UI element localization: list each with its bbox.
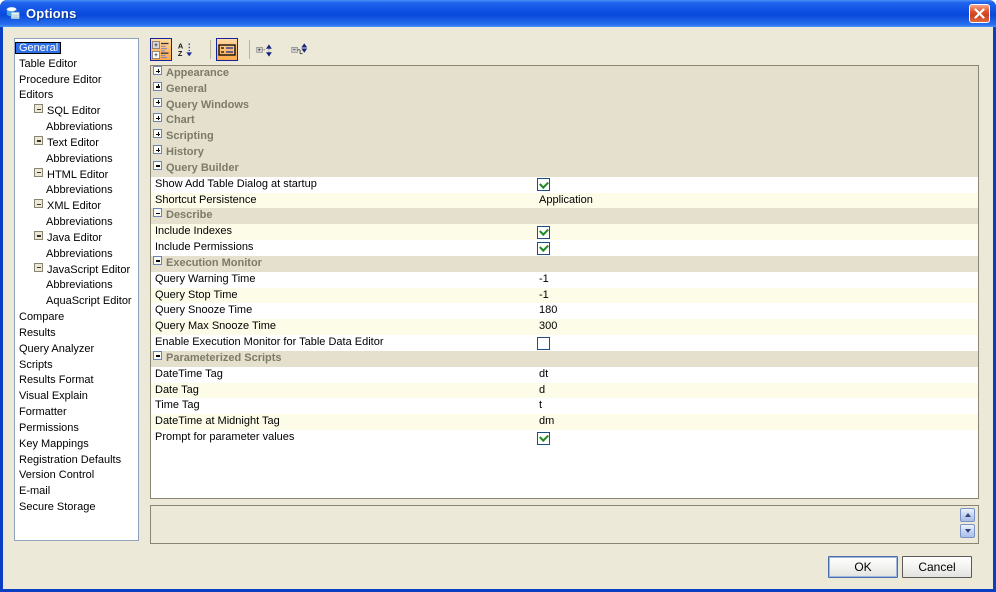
svg-text:−: − xyxy=(293,48,296,53)
svg-text:+: + xyxy=(258,48,261,53)
svg-text:+: + xyxy=(154,53,158,59)
svg-text:+: + xyxy=(154,43,158,49)
svg-text:Z: Z xyxy=(178,49,183,58)
